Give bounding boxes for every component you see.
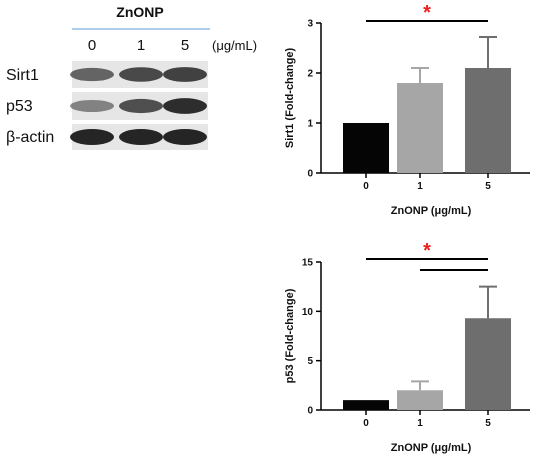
sirt1-significance-star: * (423, 2, 431, 24)
p53-y-axis-label: p53 (Fold-change) (284, 288, 296, 383)
blot-band-sirt1-1 (119, 67, 163, 82)
sirt1-x-tick-label: 0 (363, 181, 369, 192)
sirt1-y-tick-label: 3 (307, 19, 313, 30)
blot-strips (70, 61, 208, 150)
sirt1-y-tick-label: 2 (307, 69, 313, 80)
sirt1-y-tick-label: 1 (307, 119, 313, 130)
p53-x-tick-label: 0 (363, 418, 369, 429)
blot-protein-sirt1: Sirt1 (6, 67, 39, 84)
blot-band-actin-2 (163, 129, 207, 145)
p53-significance-star: * (423, 240, 431, 262)
blot-band-sirt1-0 (70, 67, 114, 82)
p53-y-tick-label: 15 (302, 258, 314, 269)
blot-protein-actin: β-actin (6, 129, 54, 146)
sirt1-bar-1 (397, 83, 443, 173)
p53-y-tick-label: 10 (302, 307, 314, 318)
blot-group-label: ZnONP (116, 4, 163, 20)
western-blot-image: ZnONP 0 1 5 (μg/mL) Sirt1 p53 β-actin (6, 4, 257, 150)
blot-conc-5: 5 (181, 37, 189, 54)
blot-unit: (μg/mL) (212, 38, 257, 53)
blot-band-p53-2 (163, 98, 207, 114)
blot-protein-p53: p53 (6, 98, 33, 115)
blot-band-sirt1-2 (163, 67, 207, 82)
sirt1-y-tick-label: 0 (307, 169, 313, 180)
western-blot-panel: ZnONP 0 1 5 (μg/mL) Sirt1 p53 β-actin (0, 0, 270, 160)
blot-conc-0: 0 (88, 37, 96, 54)
blot-band-actin-1 (119, 129, 163, 145)
p53-y-tick-label: 0 (307, 406, 313, 417)
p53-y-tick-label: 5 (307, 356, 313, 367)
blot-band-p53-0 (70, 99, 114, 113)
p53-bar-1 (397, 390, 443, 410)
blot-conc-1: 1 (137, 37, 145, 54)
p53-x-tick-label: 1 (417, 418, 423, 429)
p53-bar-5 (465, 318, 511, 410)
p53-x-axis-label: ZnONP (μg/mL) (391, 442, 472, 454)
sirt1-bar-5 (465, 68, 511, 173)
sirt1-y-axis-label: Sirt1 (Fold-change) (284, 48, 296, 149)
sirt1-x-axis-label: ZnONP (μg/mL) (391, 205, 472, 217)
p53-bar-0 (343, 400, 389, 410)
blot-band-p53-1 (119, 98, 163, 114)
sirt1-x-tick-label: 1 (417, 181, 423, 192)
p53-x-tick-label: 5 (485, 418, 491, 429)
sirt1-bar-0 (343, 123, 389, 173)
sirt1-x-tick-label: 5 (485, 181, 491, 192)
sirt1-chart: Sirt1 (Fold-change) ZnONP (μg/mL) 0 1 2 3 0 1… (284, 2, 530, 217)
blot-band-actin-0 (70, 129, 114, 145)
